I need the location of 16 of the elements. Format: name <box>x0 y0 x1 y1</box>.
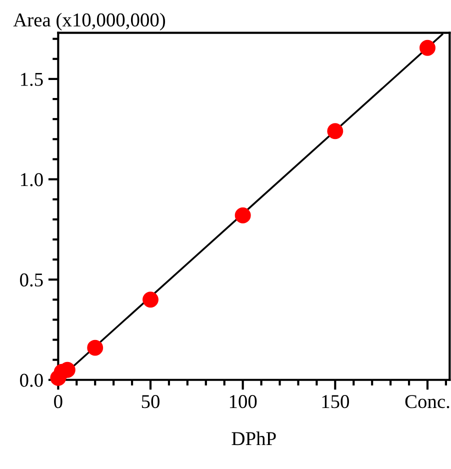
y-axis-title: Area (x10,000,000) <box>13 12 166 30</box>
x-tick-label: 150 <box>322 395 350 408</box>
y-tick-label: 1.5 <box>21 72 43 86</box>
x-axis-title: DPhP <box>232 432 276 446</box>
point <box>420 40 436 56</box>
y-tick-label: 0.5 <box>20 273 43 287</box>
point <box>234 207 251 224</box>
point <box>142 292 158 308</box>
x-tick-label: 0 <box>54 395 62 408</box>
point <box>327 123 344 140</box>
x-tick-label: 100 <box>230 395 257 408</box>
x-tick-label: 50 <box>142 395 160 408</box>
x-tick-label: Conc. <box>405 395 450 408</box>
y-tick-label: 1.0 <box>21 173 43 186</box>
y-tick-label: 0.0 <box>20 374 43 387</box>
point <box>87 340 104 356</box>
